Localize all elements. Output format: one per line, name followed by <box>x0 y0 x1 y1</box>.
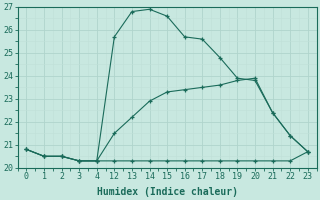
X-axis label: Humidex (Indice chaleur): Humidex (Indice chaleur) <box>97 186 237 197</box>
